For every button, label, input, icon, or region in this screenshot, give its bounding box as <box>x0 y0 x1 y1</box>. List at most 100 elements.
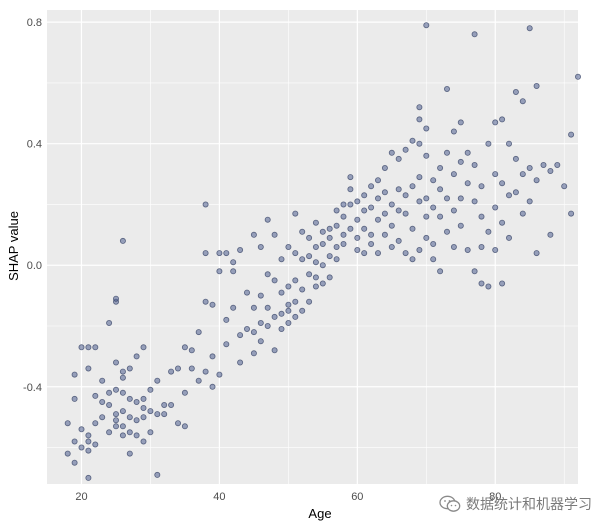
y-axis-title: SHAP value <box>6 211 21 281</box>
data-point <box>133 417 140 424</box>
data-point <box>92 420 99 427</box>
data-point <box>326 225 333 232</box>
data-point <box>368 240 375 247</box>
data-point <box>113 386 120 393</box>
data-point <box>140 404 147 411</box>
data-point <box>326 234 333 241</box>
y-tick-labels: -0.4 0.0 0.4 0.8 <box>23 17 42 394</box>
data-point <box>395 186 402 193</box>
data-point <box>333 256 340 263</box>
data-point <box>450 128 457 135</box>
data-point <box>402 210 409 217</box>
data-point <box>354 198 361 205</box>
data-point <box>78 444 85 451</box>
data-point <box>99 377 106 384</box>
data-point <box>174 365 181 372</box>
data-point <box>409 256 416 263</box>
data-point <box>388 201 395 208</box>
data-point <box>147 386 154 393</box>
data-point <box>71 371 78 378</box>
data-point <box>381 189 388 196</box>
data-point <box>423 234 430 241</box>
data-point <box>423 152 430 159</box>
data-point <box>347 201 354 208</box>
data-point <box>368 204 375 211</box>
data-point <box>312 219 319 226</box>
data-point <box>478 213 485 220</box>
data-point <box>237 332 244 339</box>
data-point <box>278 325 285 332</box>
data-point <box>499 116 506 123</box>
data-point <box>402 250 409 257</box>
data-point <box>547 231 554 238</box>
data-point <box>395 207 402 214</box>
data-point <box>443 228 450 235</box>
data-point <box>312 283 319 290</box>
data-point <box>450 171 457 178</box>
data-point <box>464 180 471 187</box>
data-point <box>478 280 485 287</box>
data-point <box>306 234 313 241</box>
data-point <box>374 250 381 257</box>
data-point <box>354 216 361 223</box>
data-point <box>347 174 354 181</box>
data-point <box>519 210 526 217</box>
x-tick-label: 40 <box>213 491 225 503</box>
data-point <box>113 423 120 430</box>
data-point <box>492 246 499 253</box>
data-point <box>326 274 333 281</box>
x-tick-labels: 20 40 60 80 <box>75 491 501 503</box>
data-point <box>271 347 278 354</box>
data-point <box>237 246 244 253</box>
data-point <box>464 246 471 253</box>
data-point <box>119 432 126 439</box>
data-point <box>250 350 257 357</box>
data-point <box>147 408 154 415</box>
grid-lines <box>47 10 578 484</box>
data-point <box>457 222 464 229</box>
data-point <box>285 319 292 326</box>
data-point <box>292 250 299 257</box>
data-point <box>416 104 423 111</box>
data-point <box>85 344 92 351</box>
data-point <box>416 198 423 205</box>
data-point <box>423 22 430 29</box>
data-point <box>99 398 106 405</box>
data-point <box>361 207 368 214</box>
data-point <box>106 389 113 396</box>
data-point <box>471 268 478 275</box>
data-point <box>533 250 540 257</box>
data-point <box>312 259 319 266</box>
data-point <box>223 341 230 348</box>
data-point <box>292 298 299 305</box>
data-point <box>216 268 223 275</box>
data-point <box>250 329 257 336</box>
data-point <box>250 231 257 238</box>
data-point <box>278 289 285 296</box>
data-point <box>92 344 99 351</box>
data-point <box>230 304 237 311</box>
data-point <box>223 316 230 323</box>
data-point <box>388 243 395 250</box>
data-point <box>416 116 423 123</box>
data-point <box>340 213 347 220</box>
data-point <box>209 301 216 308</box>
data-point <box>85 447 92 454</box>
x-axis-title: Age <box>308 506 331 521</box>
data-point <box>492 119 499 126</box>
data-point <box>299 256 306 263</box>
data-point <box>285 307 292 314</box>
data-point <box>285 283 292 290</box>
data-point <box>126 365 133 372</box>
data-point <box>306 298 313 305</box>
data-point <box>292 210 299 217</box>
data-point <box>71 438 78 445</box>
data-point <box>471 161 478 168</box>
data-point <box>374 216 381 223</box>
data-point <box>526 25 533 32</box>
data-point <box>161 401 168 408</box>
data-point <box>547 167 554 174</box>
data-point <box>354 246 361 253</box>
data-point <box>512 155 519 162</box>
data-point <box>312 274 319 281</box>
